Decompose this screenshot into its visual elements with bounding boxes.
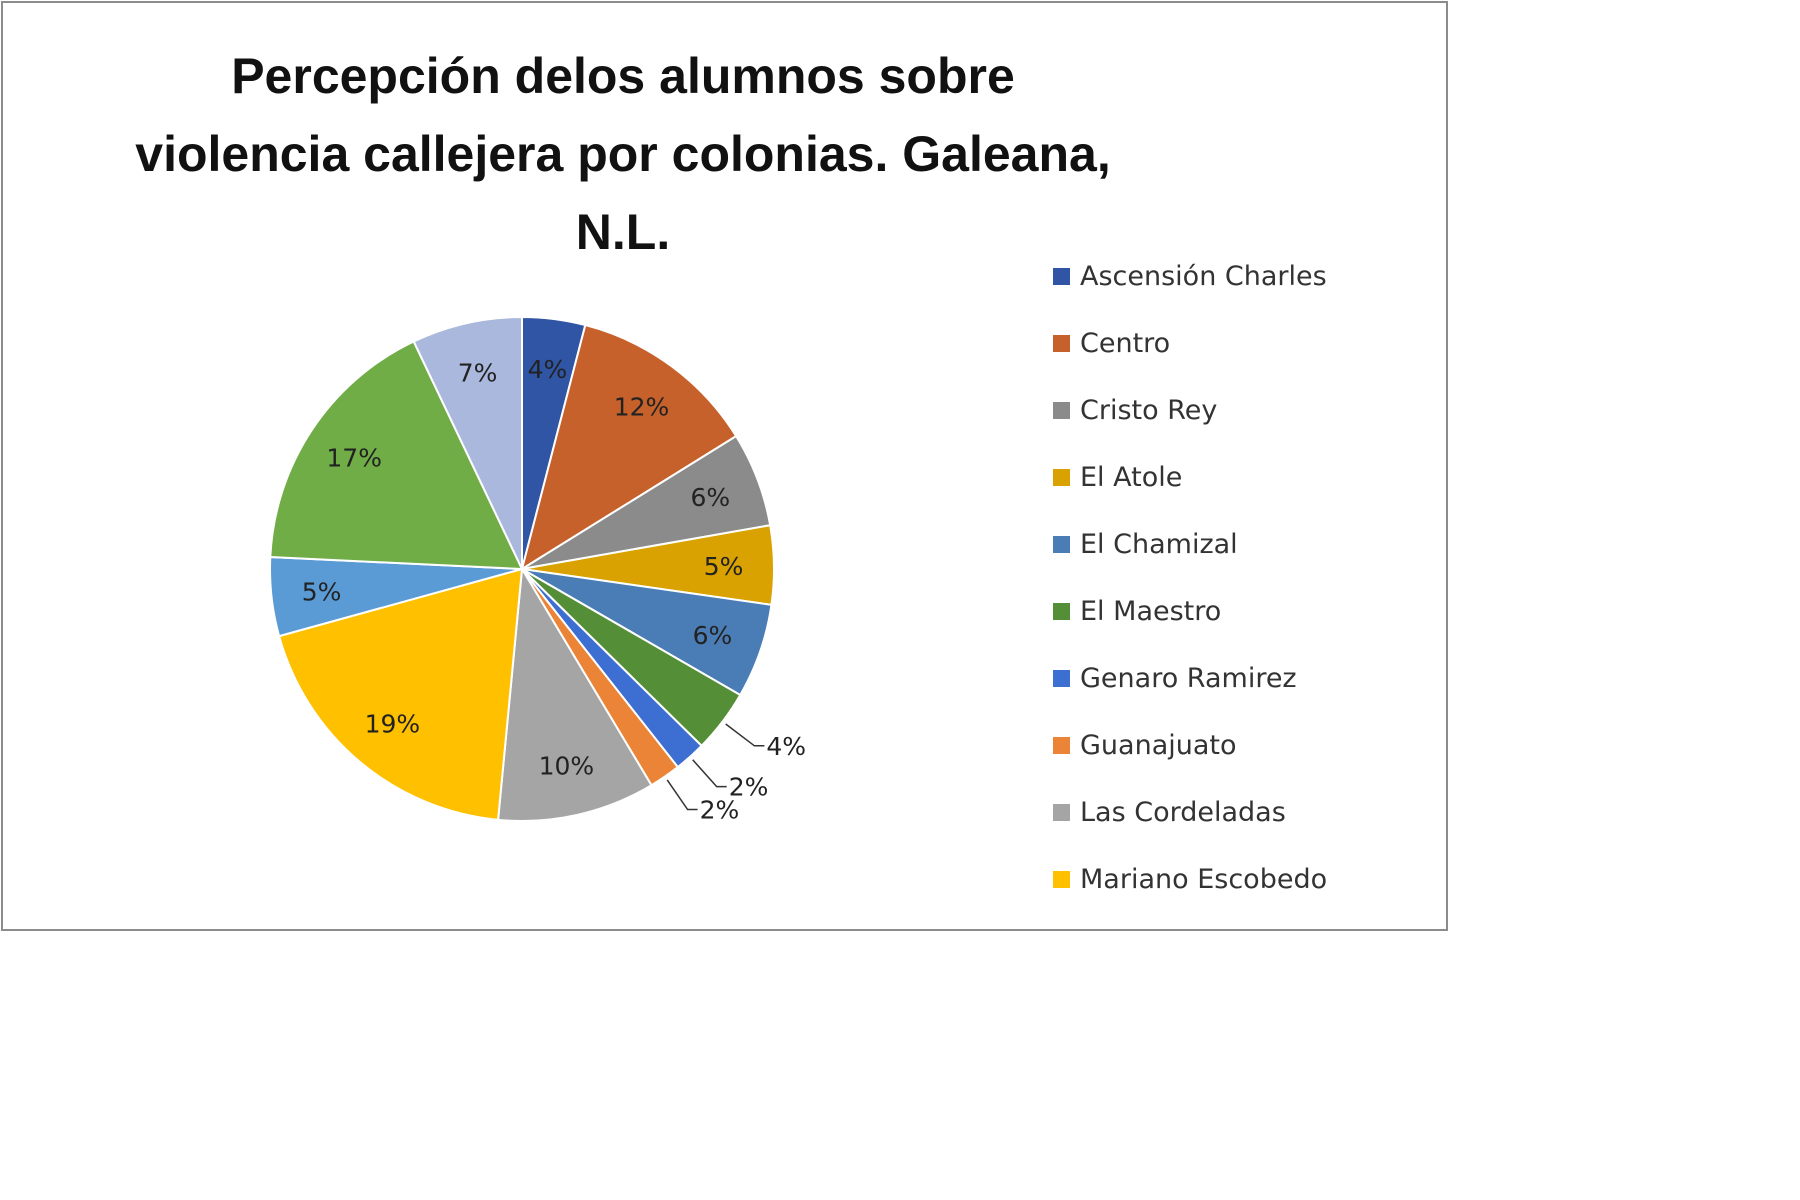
legend-item-centro: Centro: [1053, 310, 1433, 377]
slice-data-label: 10%: [539, 752, 595, 781]
legend-item-el-maestro: El Maestro: [1053, 578, 1433, 645]
legend-label: El Atole: [1080, 462, 1183, 493]
legend-swatch: [1053, 335, 1070, 352]
slice-data-label: 4%: [528, 355, 568, 384]
slice-data-label: 2%: [729, 773, 769, 802]
slice-data-label: 17%: [326, 443, 382, 472]
slice-data-label: 5%: [302, 577, 342, 606]
legend-label: Cristo Rey: [1080, 395, 1218, 426]
legend-label: Las Cordeladas: [1080, 797, 1286, 828]
legend-swatch: [1053, 871, 1070, 888]
legend-swatch: [1053, 469, 1070, 486]
legend-item-guanajuato: Guanajuato: [1053, 712, 1433, 779]
pie-slice-series-13: [412, 315, 523, 570]
slice-data-label: 6%: [693, 621, 733, 650]
legend-label: El Maestro: [1080, 596, 1222, 627]
legend-item-el-chamizal: El Chamizal: [1053, 511, 1433, 578]
pie-slice-series-12: [269, 340, 524, 571]
label-leader-line: [725, 723, 765, 747]
legend-swatch: [1053, 670, 1070, 687]
legend-swatch: [1053, 268, 1070, 285]
label-leader-line: [666, 779, 698, 811]
legend-label: Mariano Escobedo: [1080, 864, 1328, 895]
legend-swatch: [1053, 402, 1070, 419]
label-leader-line: [692, 759, 727, 788]
legend-item-ascension-charles: Ascensión Charles: [1053, 243, 1433, 310]
pie-slice-centro: [520, 323, 738, 572]
legend-swatch: [1053, 603, 1070, 620]
slice-data-label: 19%: [365, 709, 421, 738]
chart-title: Percepción delos alumnos sobre violencia…: [135, 48, 1111, 260]
legend-item-genaro-ramirez: Genaro Ramirez: [1053, 645, 1433, 712]
slice-data-label: 5%: [704, 552, 744, 581]
legend-item-las-cordeladas: Las Cordeladas: [1053, 779, 1433, 846]
chart-frame: Percepción delos alumnos sobre violencia…: [1, 1, 1448, 931]
chart-legend: Ascensión Charles Centro Cristo Rey El Atol…: [1053, 243, 1433, 913]
legend-item-el-atole: El Atole: [1053, 444, 1433, 511]
legend-item-mariano-escobedo: Mariano Escobedo: [1053, 846, 1433, 913]
slice-data-label: 6%: [690, 483, 730, 512]
pie-chart: 4% 12% 6% 5% 6% 4% 2%2% 10% 19% 5% 17% 7%: [269, 315, 806, 825]
legend-label: Guanajuato: [1080, 730, 1237, 761]
legend-swatch: [1053, 536, 1070, 553]
pie-slice-mariano-escobedo: [277, 567, 524, 821]
legend-label: Ascensión Charles: [1080, 261, 1327, 292]
legend-label: Genaro Ramirez: [1080, 663, 1297, 694]
slice-data-label: 2%: [700, 796, 740, 825]
legend-label: Centro: [1080, 328, 1171, 359]
slice-data-label: 12%: [614, 393, 670, 422]
legend-item-cristo-rey: Cristo Rey: [1053, 377, 1433, 444]
legend-swatch: [1053, 804, 1070, 821]
legend-swatch: [1053, 737, 1070, 754]
pie-slice-las-cordeladas: [496, 565, 653, 822]
legend-label: El Chamizal: [1080, 529, 1238, 560]
slice-data-label: 4%: [766, 732, 806, 761]
slice-data-label: 7%: [458, 358, 498, 387]
